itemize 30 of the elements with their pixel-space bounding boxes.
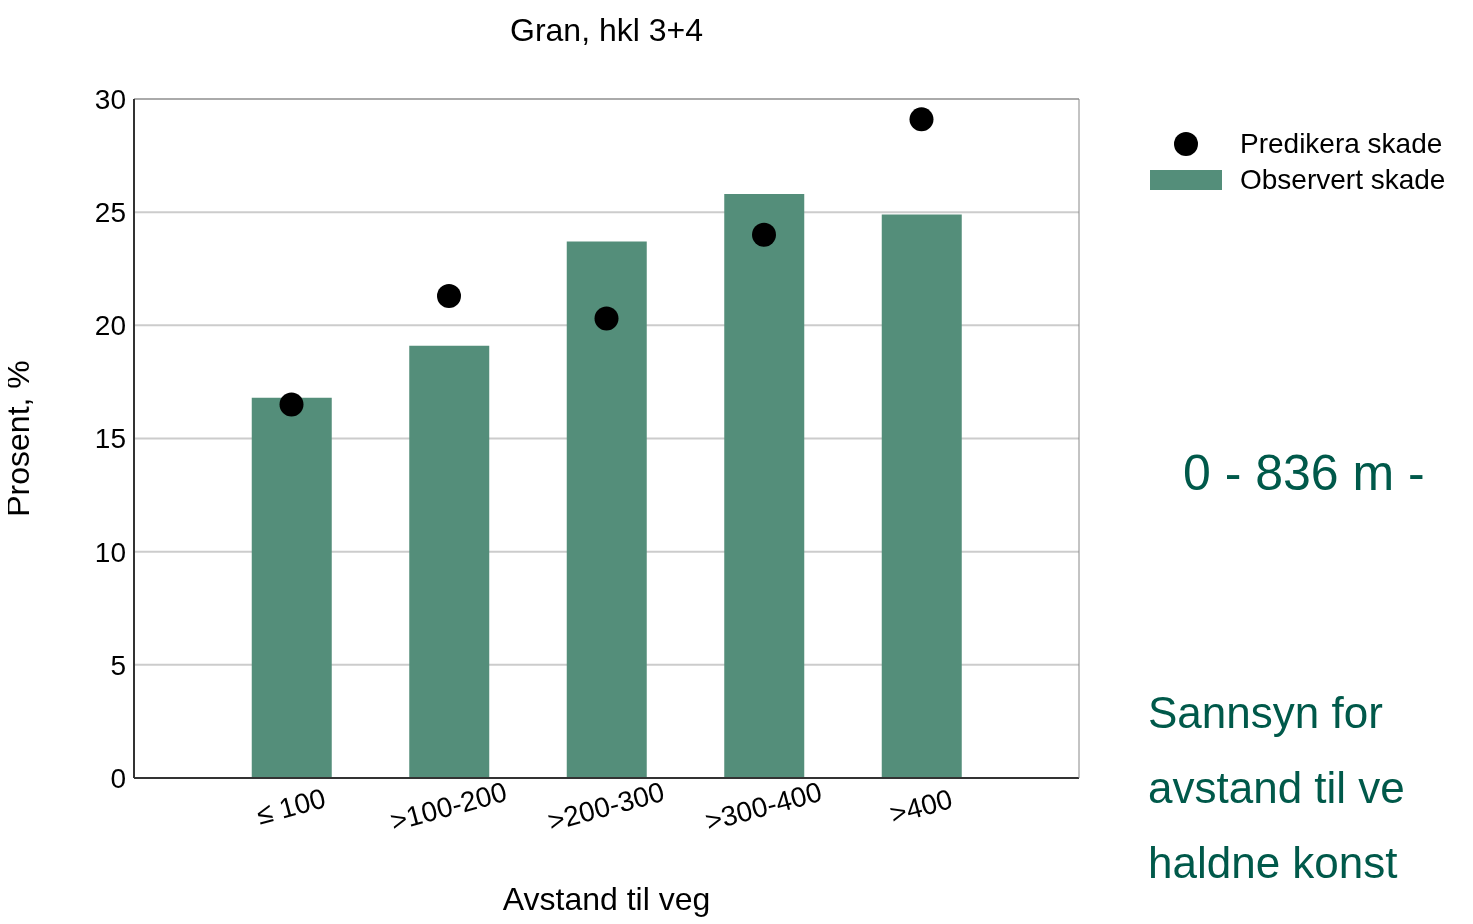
x-tick-label: ≤ 100 — [253, 782, 329, 831]
point — [437, 283, 461, 308]
y-tick-label: 5 — [110, 649, 126, 681]
y-tick-label: 15 — [94, 423, 126, 455]
y-tick-label: 20 — [94, 310, 126, 342]
text: haldne konst — [1148, 838, 1398, 888]
x-tick-label: >100-200 — [387, 776, 511, 837]
point — [594, 306, 619, 331]
chart-title: Gran, hkl 3+4 — [509, 12, 704, 49]
bar — [251, 397, 332, 778]
text: avstand til ve — [1148, 763, 1405, 813]
bar — [409, 345, 490, 778]
x-axis-title: Avstand til veg — [502, 881, 711, 917]
x-tick-label: >400 — [886, 783, 956, 830]
y-tick-label: 10 — [94, 536, 126, 568]
bar — [724, 194, 805, 778]
point — [909, 107, 934, 132]
legend-label: Observert skade — [1240, 164, 1446, 196]
point — [279, 392, 304, 417]
text: 0 - 836 m - — [1183, 444, 1425, 502]
y-tick-label: 25 — [94, 197, 126, 229]
x-tick-label: >200-300 — [544, 776, 668, 837]
x-tick-label: >300-400 — [702, 776, 826, 837]
legend-label: Predikera skade — [1240, 128, 1443, 160]
y-tick-label: 30 — [94, 83, 126, 115]
y-tick-label: 0 — [110, 762, 126, 794]
text: Sannsyn for — [1148, 688, 1383, 738]
point — [752, 222, 776, 247]
bar — [566, 241, 647, 778]
bar — [881, 214, 962, 778]
